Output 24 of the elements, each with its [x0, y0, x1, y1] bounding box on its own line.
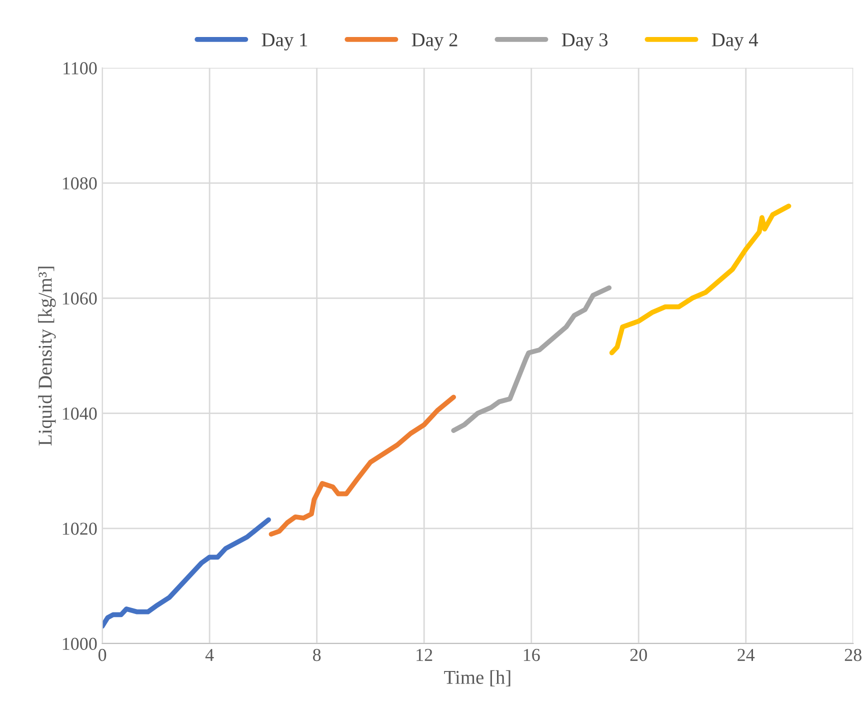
x-tick-label: 8 — [313, 648, 321, 662]
x-tick-label: 0 — [98, 648, 106, 662]
y-tick-label: 1100 — [64, 62, 97, 74]
y-axis-title: Liquid Density [kg/m³] — [38, 266, 56, 446]
x-tick-label: 16 — [524, 648, 540, 662]
line-series — [268, 394, 456, 537]
line-series — [451, 285, 612, 433]
y-tick-label: 1020 — [62, 522, 97, 535]
y-tick-label: 1060 — [62, 292, 97, 305]
x-tick-label: 12 — [416, 648, 432, 661]
y-tick-label: 1080 — [62, 177, 97, 190]
x-tick-label: 24 — [738, 648, 755, 661]
line-series — [609, 204, 792, 356]
legend-label: Day 3 — [562, 33, 608, 50]
y-tick-label: 1000 — [62, 638, 97, 650]
x-axis-title: Time [h] — [444, 670, 510, 686]
legend-label: Day 4 — [712, 33, 758, 50]
x-tick-label: 20 — [630, 648, 647, 662]
line-series — [102, 517, 271, 629]
legend-label: Day 1 — [262, 33, 308, 50]
x-tick-label: 28 — [844, 648, 862, 662]
legend-label: Day 2 — [412, 33, 458, 50]
x-tick-label: 4 — [205, 649, 214, 661]
y-tick-label: 1040 — [62, 408, 97, 420]
